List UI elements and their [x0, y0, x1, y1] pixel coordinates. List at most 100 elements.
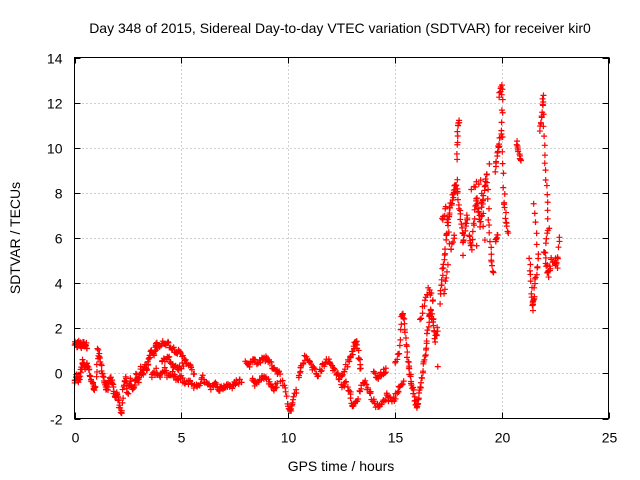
data-point-0-342 — [207, 386, 214, 393]
data-point-0-699 — [402, 335, 409, 342]
data-point-0-1112 — [441, 290, 448, 297]
data-point-0-956 — [498, 119, 505, 126]
data-point-0-840 — [457, 210, 464, 217]
data-point-0-959 — [499, 160, 506, 167]
data-point-0-580 — [355, 347, 362, 354]
data-point-0-815 — [446, 210, 453, 217]
data-point-0-980 — [499, 96, 506, 103]
data-point-0-266 — [187, 361, 194, 368]
data-point-0-957 — [499, 134, 506, 141]
data-point-0-788 — [428, 290, 435, 297]
y-axis-label: SDTVAR / TECUs — [7, 182, 23, 294]
data-point-0-925 — [483, 171, 490, 178]
data-point-0-94 — [98, 362, 105, 369]
data-point-0-81 — [92, 383, 99, 390]
data-point-0-850 — [461, 232, 468, 239]
data-point-0-937 — [488, 257, 495, 264]
data-point-0-765 — [430, 322, 437, 329]
data-point-0-930 — [485, 216, 492, 223]
data-point-0-869 — [448, 246, 455, 253]
data-point-0-143 — [119, 399, 126, 406]
data-point-0-275 — [151, 368, 158, 375]
data-point-0-86 — [94, 345, 101, 352]
data-point-0-866 — [445, 229, 452, 236]
data-point-0-892 — [469, 236, 476, 243]
data-point-0-751 — [424, 327, 431, 334]
data-point-0-911 — [477, 218, 484, 225]
data-point-0-1102 — [480, 210, 487, 217]
data-point-0-51 — [79, 356, 86, 363]
data-point-0-555 — [339, 371, 346, 378]
data-point-0-906 — [475, 208, 482, 215]
data-point-0-703 — [403, 354, 410, 361]
data-point-0-893 — [469, 228, 476, 235]
data-point-0-545 — [331, 365, 338, 372]
data-point-0-978 — [499, 86, 506, 93]
data-point-0-332 — [199, 372, 206, 379]
data-point-0-857 — [464, 215, 471, 222]
data-point-0-1016 — [530, 296, 537, 303]
data-point-0-797 — [438, 276, 445, 283]
data-point-0-877 — [454, 139, 461, 146]
data-point-0-944 — [493, 158, 500, 165]
data-series-kir0 — [71, 82, 563, 417]
data-point-0-1093 — [460, 252, 467, 259]
data-point-0-935 — [488, 251, 495, 258]
data-point-0-842 — [458, 221, 465, 228]
data-point-0-512 — [303, 353, 310, 360]
data-point-0-1000 — [517, 157, 524, 164]
data-point-0-769 — [432, 339, 439, 346]
data-point-0-377 — [238, 379, 245, 386]
data-point-0-466 — [290, 393, 297, 400]
data-point-0-621 — [364, 384, 371, 391]
data-point-0-701 — [403, 343, 410, 350]
data-point-0-65 — [86, 366, 93, 373]
x-tick-label-5: 25 — [602, 430, 618, 446]
data-point-0-97 — [99, 370, 106, 377]
data-point-0-1048 — [541, 152, 548, 159]
data-point-0-87 — [95, 346, 102, 353]
data-point-0-796 — [438, 282, 445, 289]
data-point-0-1046 — [541, 133, 548, 140]
data-point-0-969 — [503, 223, 510, 230]
data-point-0-517 — [306, 358, 313, 365]
data-point-0-637 — [378, 401, 385, 408]
data-point-0-831 — [452, 182, 459, 189]
data-point-0-582 — [355, 355, 362, 362]
data-point-0-44 — [77, 373, 84, 380]
data-point-0-777 — [419, 310, 426, 317]
data-point-0-933 — [486, 238, 493, 245]
data-point-0-1087 — [554, 265, 561, 272]
data-point-0-927 — [485, 186, 492, 193]
data-point-0-1106 — [473, 242, 480, 249]
chart-title: Day 348 of 2015, Sidereal Day-to-day VTE… — [89, 20, 591, 36]
y-tick-label-6: 10 — [47, 141, 63, 157]
data-point-0-1076 — [546, 263, 553, 270]
data-point-0-562 — [346, 358, 353, 365]
data-point-0-684 — [396, 350, 403, 357]
data-point-0-1101 — [478, 199, 485, 206]
data-point-0-491 — [266, 378, 273, 385]
data-point-0-1103 — [480, 223, 487, 230]
data-point-0-874 — [454, 156, 461, 163]
data-point-0-989 — [494, 232, 501, 239]
data-point-0-204 — [145, 361, 152, 368]
data-point-0-744 — [422, 352, 429, 359]
data-point-0-792 — [437, 300, 444, 307]
data-point-0-624 — [367, 390, 374, 397]
data-point-0-451 — [282, 388, 289, 395]
data-point-0-1104 — [481, 237, 488, 244]
data-point-0-688 — [398, 321, 405, 328]
data-point-0-43 — [76, 374, 83, 381]
data-point-0-767 — [431, 328, 438, 335]
data-point-0-694 — [399, 310, 406, 317]
data-point-0-1045 — [540, 123, 547, 130]
data-point-0-958 — [499, 148, 506, 155]
data-point-0-271 — [191, 370, 198, 377]
data-point-0-779 — [421, 303, 428, 310]
data-point-0-452 — [283, 393, 290, 400]
data-point-0-1054 — [544, 199, 551, 206]
data-point-0-941 — [492, 168, 499, 175]
data-point-0-966 — [502, 215, 509, 222]
data-point-0-736 — [417, 379, 424, 386]
